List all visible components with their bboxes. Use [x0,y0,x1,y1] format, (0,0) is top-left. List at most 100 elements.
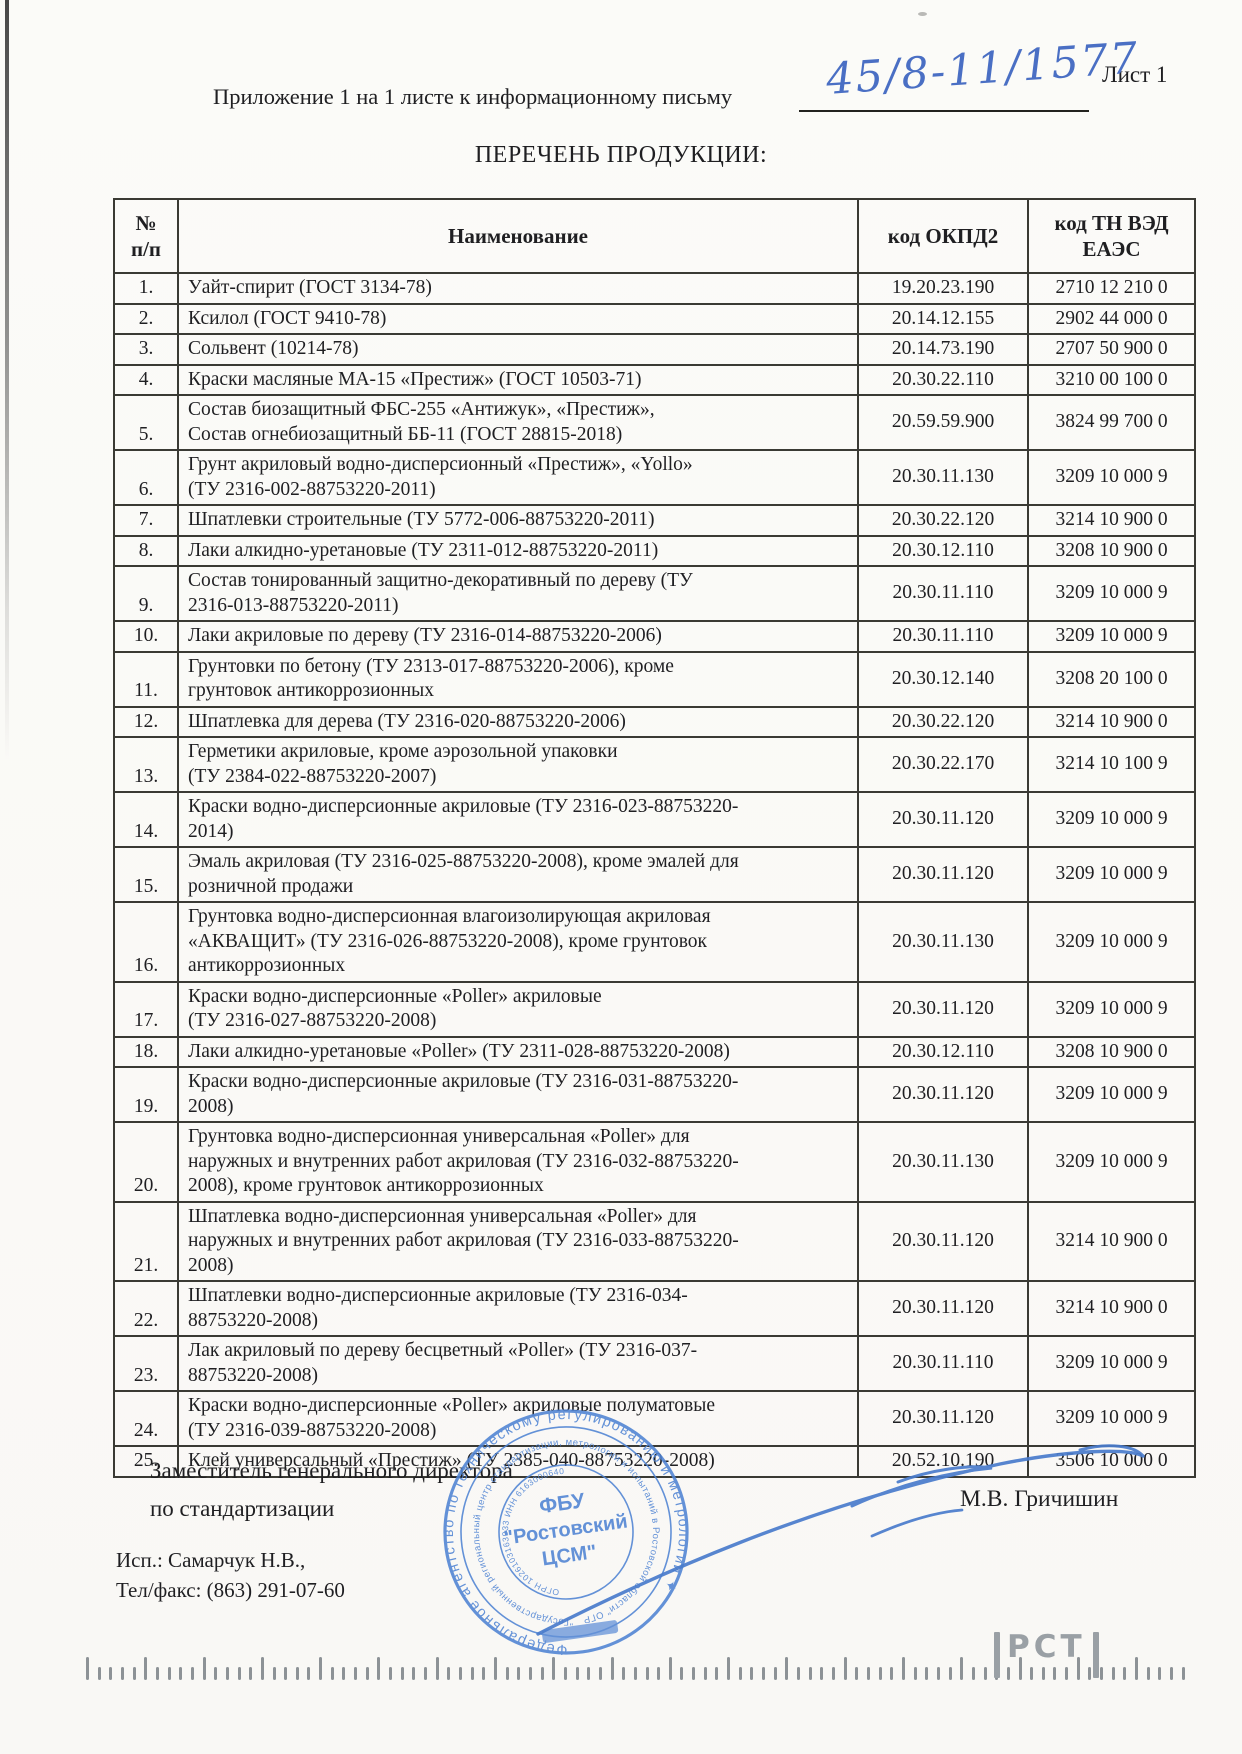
row-number: 4. [113,363,179,396]
table-row: 23. Лак акриловый по дереву бесцветный «… [113,1335,1196,1392]
ruler-tick [703,1667,707,1680]
tnved-code: 3210 00 100 0 [1027,363,1196,396]
okpd2-code: 20.30.22.110 [857,363,1029,396]
tnved-code: 2902 44 000 0 [1027,302,1196,335]
product-name: Шпатлевка для дерева (ТУ 2316-020-887532… [177,705,859,738]
table-row: 13. Герметики акриловые, кроме аэрозольн… [113,736,1196,793]
product-name: Уайт-спирит (ГОСТ 3134-78) [177,272,859,305]
table-row: 24. Краски водно-дисперсионные «Poller» … [113,1390,1196,1447]
okpd2-code: 20.14.73.190 [857,333,1029,366]
ruler-tick [86,1657,89,1680]
ruler-tick [1006,1667,1010,1680]
ruler-tick [1065,1667,1069,1680]
okpd2-code: 20.30.11.110 [857,1335,1029,1392]
product-name: Лаки алкидно-уретановые «Poller» (ТУ 231… [177,1035,859,1068]
product-table-wrap: № п/п Наименование код ОКПД2 код ТН ВЭД … [113,198,1196,1478]
ruler-tick [202,1657,206,1680]
table-row: 1. Уайт-спирит (ГОСТ 3134-78) 19.20.23.1… [113,272,1196,305]
handwritten-signature [536,1444,1145,1636]
product-name: Грунтовка водно-дисперсионная влагоизоли… [177,901,859,983]
row-number: 2. [113,302,179,335]
ruler-tick [459,1667,462,1680]
okpd2-code: 20.30.22.120 [857,705,1029,738]
sheet-number-label: Лист 1 [1102,62,1168,87]
column-header-name: Наименование [177,198,859,274]
product-name: Грунтовка водно-дисперсионная универсаль… [177,1121,859,1203]
rst-logo-left-bar [994,1632,1000,1678]
round-stamp: Федеральное агентство по техническому ре… [438,1404,694,1660]
row-number: 13. [113,736,179,793]
table-header-row: № п/п Наименование код ОКПД2 код ТН ВЭД … [113,198,1196,274]
okpd2-code: 20.30.12.110 [857,1035,1029,1068]
tnved-code: 3209 10 000 9 [1027,1335,1196,1392]
ruler-tick [657,1667,661,1680]
ruler-tick [797,1667,801,1680]
ruler-tick [97,1667,101,1680]
table-row: 3. Сольвент (10214-78) 20.14.73.190 2707… [113,333,1196,366]
ruler-tick [936,1667,940,1680]
ruler-tick [773,1667,777,1680]
okpd2-code: 20.30.12.110 [857,534,1029,567]
table-row: 10. Лаки акриловые по дереву (ТУ 2316-01… [113,620,1196,653]
table-row: 12. Шпатлевка для дерева (ТУ 2316-020-88… [113,705,1196,738]
ruler-tick [517,1667,521,1680]
table-row: 20. Грунтовка водно-дисперсионная универ… [113,1121,1196,1203]
product-name: Клей универсальный «Престиж» (ТУ 2385-04… [177,1445,859,1478]
product-name: Лаки акриловые по дереву (ТУ 2316-014-88… [177,620,859,653]
ruler-tick [155,1667,159,1680]
product-name: Краски водно-дисперсионные акриловые (ТУ… [177,791,859,848]
ruler-tick [319,1657,323,1680]
ruler-tick [808,1667,812,1680]
rst-logo-right-bar [1092,1632,1099,1678]
ruler-tick [832,1667,835,1680]
okpd2-code: 20.30.11.130 [857,449,1029,506]
ruler-tick [132,1667,136,1680]
okpd2-code: 20.30.11.120 [857,791,1029,848]
phone-fax-line: Тел/факс: (863) 291-07-60 [116,1578,345,1602]
ruler-tick [1041,1667,1045,1680]
row-number: 11. [113,650,179,708]
ruler-tick [1018,1657,1022,1680]
reference-blank-underline [799,110,1089,112]
tnved-code: 3209 10 000 9 [1027,620,1196,653]
okpd2-code: 20.30.11.120 [857,980,1029,1038]
ruler-tick [1158,1667,1162,1680]
row-number: 19. [113,1066,179,1123]
table-row: 6. Грунт акриловый водно-дисперсионный «… [113,449,1196,506]
ruler-tick [738,1667,742,1680]
tnved-code: 3824 99 700 0 [1027,394,1196,451]
ruler-tick [109,1667,113,1680]
table-row: 11. Грунтовки по бетону (ТУ 2313-017-887… [113,650,1196,708]
ruler-tick [1170,1667,1174,1680]
stamp-bottom-banner [541,1620,619,1643]
ruler-tick [260,1657,264,1680]
ruler-tick [785,1657,789,1680]
ruler-tick [925,1667,929,1680]
ruler-tick [1123,1667,1127,1680]
ruler-tick [424,1667,428,1680]
table-row: 8. Лаки алкидно-уретановые (ТУ 2311-012-… [113,534,1196,567]
appendix-reference-line: Приложение 1 на 1 листе к информационном… [213,84,733,109]
tnved-code: 3209 10 000 9 [1027,1066,1196,1123]
ruler-tick [1181,1667,1185,1680]
product-name: Лак акриловый по дереву бесцветный «Poll… [177,1335,859,1392]
row-number: 22. [113,1280,179,1337]
row-number: 21. [113,1200,179,1282]
row-number: 1. [113,272,179,305]
tnved-code: 3208 20 100 0 [1027,650,1196,708]
ruler-tick [505,1667,509,1680]
ruler-tick [1030,1667,1034,1680]
tnved-code: 3209 10 000 9 [1027,449,1196,506]
ruler-tick [1100,1667,1104,1680]
tnved-code: 3214 10 900 0 [1027,1280,1196,1337]
ruler-tick [120,1667,124,1680]
table-row: 19. Краски водно-дисперсионные акриловые… [113,1066,1196,1123]
row-number: 17. [113,980,179,1038]
ruler-tick [1146,1667,1150,1680]
row-number: 15. [113,846,179,903]
table-row: 25. Клей универсальный «Престиж» (ТУ 238… [113,1445,1196,1478]
row-number: 20. [113,1121,179,1203]
okpd2-code: 19.20.23.190 [857,272,1029,305]
row-number: 9. [113,565,179,622]
product-table: № п/п Наименование код ОКПД2 код ТН ВЭД … [113,198,1196,1478]
